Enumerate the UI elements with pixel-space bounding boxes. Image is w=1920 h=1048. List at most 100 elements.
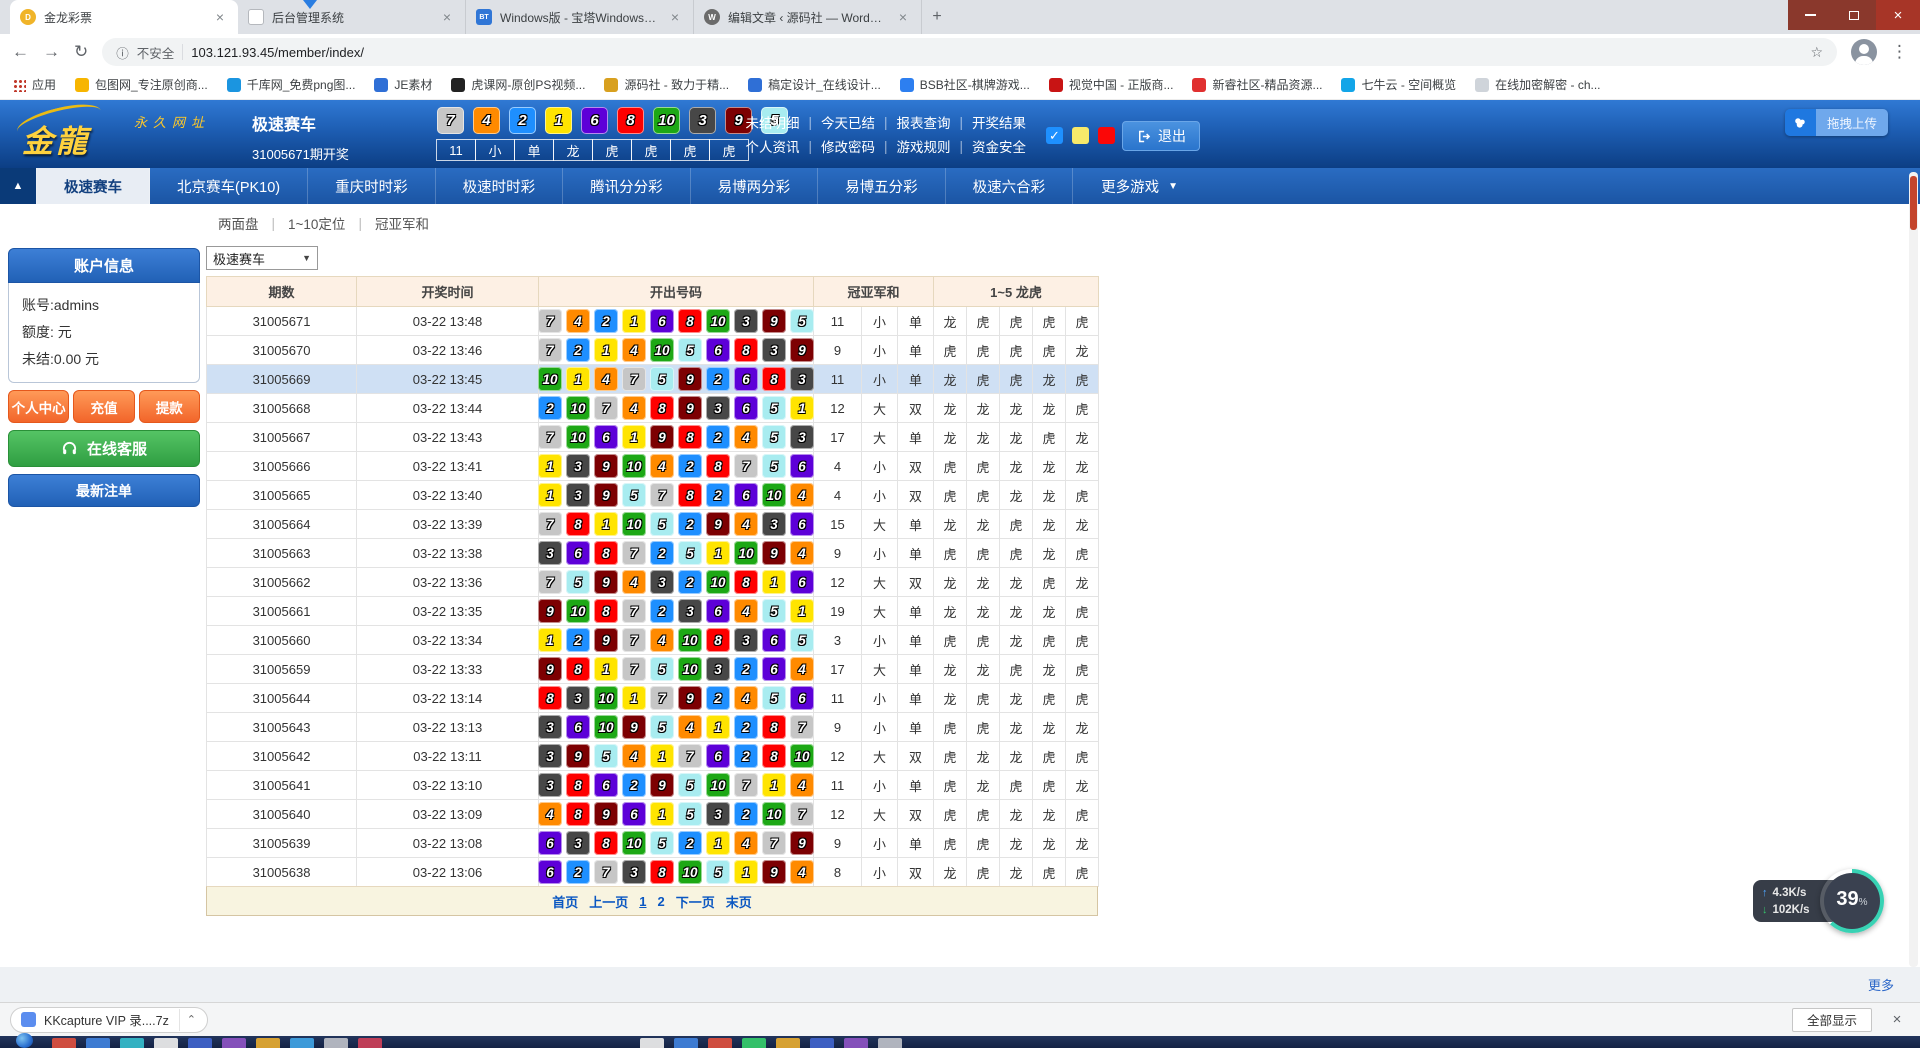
- bookmark-item[interactable]: 新睿社区-精品资源...: [1192, 76, 1322, 93]
- result-row[interactable]: 31005640 03-22 13:09 4 8 9 6 1 5 3 2 10 7 12 大双虎虎龙龙虎: [206, 799, 1100, 829]
- download-item[interactable]: KKcapture VIP 录....7z ⌃: [10, 1006, 208, 1033]
- result-row[interactable]: 31005665 03-22 13:40 1 3 9 5 7 8 2 6 10 4 4 小双虎虎龙龙虎: [206, 480, 1100, 510]
- bookmark-item[interactable]: BSB社区-棋牌游戏...: [899, 76, 1030, 93]
- pagination-link[interactable]: 末页: [725, 894, 752, 910]
- yellow-checkbox[interactable]: [1072, 127, 1089, 144]
- menu-top-link-2[interactable]: 今天已结: [820, 116, 875, 131]
- result-row[interactable]: 31005667 03-22 13:43 7 10 6 1 9 8 2 4 5 3 17 大单龙龙龙虎龙: [206, 422, 1100, 452]
- result-row[interactable]: 31005668 03-22 13:44 2 10 7 4 8 9 3 6 5 1 12 大双龙龙龙龙虎: [206, 393, 1100, 423]
- url-text[interactable]: 103.121.93.45/member/index/: [191, 44, 365, 60]
- latest-orders-button[interactable]: 最新注单: [8, 474, 200, 507]
- menu-bottom-link-1[interactable]: 个人资讯: [745, 140, 800, 155]
- taskbar-app-icon[interactable]: [86, 1038, 110, 1048]
- site-logo[interactable]: 金龍 永久网址: [14, 97, 256, 164]
- result-row[interactable]: 31005643 03-22 13:13 3 6 10 9 5 4 1 2 8 7 9 小单虎虎龙龙龙: [206, 712, 1100, 742]
- blue-checkbox[interactable]: ✓: [1046, 127, 1063, 144]
- taskbar-app-icon[interactable]: [878, 1038, 902, 1048]
- result-row[interactable]: 31005638 03-22 13:06 6 2 7 3 8 10 5 1 9 4 8 小双龙虎龙虎虎: [206, 857, 1100, 887]
- bookmark-star-icon[interactable]: ☆: [1810, 43, 1823, 60]
- game-tab-4[interactable]: 极速时时彩: [436, 168, 564, 204]
- result-row[interactable]: 31005664 03-22 13:39 7 8 1 10 5 2 9 4 3 6 15 大单龙龙虎龙龙: [206, 509, 1100, 539]
- tab-close-icon[interactable]: ×: [898, 9, 908, 25]
- sidebar-action-1[interactable]: 个人中心: [8, 390, 70, 423]
- taskbar-app-icon[interactable]: [290, 1038, 314, 1048]
- game-tab-5[interactable]: 腾讯分分彩: [563, 168, 691, 204]
- scrollbar-thumb[interactable]: [1910, 176, 1917, 230]
- bookmark-item[interactable]: 在线加密解密 - ch...: [1475, 76, 1601, 93]
- chevron-up-icon[interactable]: ⌃: [178, 1008, 203, 1031]
- bookmark-item[interactable]: 千库网_免费png图...: [226, 76, 355, 93]
- game-tab-2[interactable]: 北京赛车(PK10): [150, 168, 309, 204]
- game-tab-1[interactable]: 极速赛车: [36, 168, 150, 204]
- result-row[interactable]: 31005644 03-22 13:14 8 3 10 1 7 9 2 4 5 6 11 小单龙虎龙虎虎: [206, 683, 1100, 713]
- pagination-link[interactable]: 首页: [552, 894, 579, 910]
- menu-bottom-link-2[interactable]: 修改密码: [820, 140, 875, 155]
- result-row[interactable]: 31005666 03-22 13:41 1 3 9 10 4 2 8 7 5 6 4 小双虎虎龙龙龙: [206, 451, 1100, 481]
- more-link[interactable]: 更多: [1867, 978, 1894, 993]
- result-row[interactable]: 31005641 03-22 13:10 3 8 6 2 9 5 10 7 1 4 11 小单虎龙虎虎龙: [206, 770, 1100, 800]
- drag-upload-button[interactable]: 拖拽上传: [1784, 109, 1888, 136]
- menu-bottom-link-4[interactable]: 资金安全: [972, 140, 1026, 155]
- maximize-button[interactable]: [1832, 0, 1876, 30]
- address-bar[interactable]: ⓘ 不安全 103.121.93.45/member/index/ ☆: [102, 38, 1837, 66]
- browser-tab[interactable]: 后台管理系统 ×: [238, 0, 466, 34]
- bookmark-item[interactable]: 应用: [12, 76, 56, 93]
- windows-taskbar[interactable]: [0, 1033, 1920, 1048]
- new-tab-button[interactable]: +: [932, 8, 942, 25]
- result-row[interactable]: 31005639 03-22 13:08 6 3 8 10 5 2 1 4 7 9 9 小单虎虎龙龙龙: [206, 828, 1100, 858]
- bookmark-item[interactable]: 虎课网-原创PS视频...: [451, 76, 585, 93]
- more-games-menu[interactable]: 更多游戏 ▼: [1073, 168, 1206, 204]
- bookmark-item[interactable]: 视觉中国 - 正版商...: [1048, 76, 1173, 93]
- result-row[interactable]: 31005670 03-22 13:46 7 2 1 4 10 5 6 8 3 9 9 小单虎虎虎虎龙: [206, 335, 1100, 365]
- logout-button[interactable]: 退出: [1122, 121, 1200, 151]
- menu-top-link-1[interactable]: 未结明细: [745, 116, 800, 131]
- menu-bottom-link-3[interactable]: 游戏规则: [896, 140, 951, 155]
- taskbar-app-icon[interactable]: [188, 1038, 212, 1048]
- taskbar-app-icon[interactable]: [52, 1038, 76, 1048]
- taskbar-app-icon[interactable]: [120, 1038, 144, 1048]
- bookmark-item[interactable]: 稿定设计_在线设计...: [748, 76, 881, 93]
- taskbar-app-icon[interactable]: [776, 1038, 800, 1048]
- taskbar-app-icon[interactable]: [810, 1038, 834, 1048]
- sidebar-action-3[interactable]: 提款: [138, 390, 200, 423]
- taskbar-app-icon[interactable]: [844, 1038, 868, 1048]
- taskbar-app-icon[interactable]: [154, 1038, 178, 1048]
- result-row[interactable]: 31005642 03-22 13:11 3 9 5 4 1 7 6 2 8 10 12 大双虎龙龙虎虎: [206, 741, 1100, 771]
- red-checkbox[interactable]: [1098, 127, 1115, 144]
- result-row[interactable]: 31005661 03-22 13:35 9 10 8 7 2 3 6 4 5 1 19 大单龙龙龙龙虎: [206, 596, 1100, 626]
- forward-button[interactable]: →: [43, 42, 60, 61]
- taskbar-app-icon[interactable]: [640, 1038, 664, 1048]
- back-button[interactable]: ←: [12, 42, 29, 61]
- tab-close-icon[interactable]: ×: [670, 9, 680, 25]
- sidebar-action-2[interactable]: 充值: [73, 390, 135, 423]
- pagination-link[interactable]: 上一页: [589, 894, 629, 910]
- result-row[interactable]: 31005671 03-22 13:48 7 4 2 1 6 8 10 3 9 5 11 小单龙虎虎虎虎: [206, 306, 1100, 336]
- taskbar-app-icon[interactable]: [358, 1038, 382, 1048]
- tab-close-icon[interactable]: ×: [215, 9, 225, 25]
- game-tab-3[interactable]: 重庆时时彩: [308, 168, 436, 204]
- result-row[interactable]: 31005663 03-22 13:38 3 6 8 7 2 5 1 10 9 4 9 小单虎虎虎龙虎: [206, 538, 1100, 568]
- subnav-link-3[interactable]: 冠亚军和: [374, 217, 429, 232]
- pagination-link[interactable]: 1: [639, 893, 647, 909]
- reload-button[interactable]: ↻: [74, 42, 89, 61]
- game-select-dropdown[interactable]: 极速赛车 ▼: [206, 246, 318, 270]
- close-download-bar-icon[interactable]: ×: [1892, 1011, 1902, 1028]
- taskbar-app-icon[interactable]: [222, 1038, 246, 1048]
- bookmark-item[interactable]: 源码社 - 致力于精...: [604, 76, 729, 93]
- taskbar-app-icon[interactable]: [256, 1038, 280, 1048]
- result-row[interactable]: 31005669 03-22 13:45 10 1 4 7 5 9 2 6 8 3 11 小单龙虎虎龙虎: [206, 364, 1100, 394]
- tab-close-icon[interactable]: ×: [442, 9, 452, 25]
- bookmark-item[interactable]: 包图网_专注原创商...: [75, 76, 208, 93]
- show-all-downloads-button[interactable]: 全部显示: [1791, 1007, 1872, 1032]
- collapse-arrow-icon[interactable]: ▲: [0, 168, 36, 204]
- start-button[interactable]: [16, 1033, 33, 1048]
- result-row[interactable]: 31005659 03-22 13:33 9 8 1 7 5 10 3 2 6 4 17 大单龙龙虎龙虎: [206, 654, 1100, 684]
- browser-tab[interactable]: D 金龙彩票 ×: [10, 0, 238, 34]
- taskbar-app-icon[interactable]: [742, 1038, 766, 1048]
- menu-top-link-3[interactable]: 报表查询: [896, 116, 951, 131]
- vertical-scrollbar[interactable]: [1909, 172, 1918, 967]
- taskbar-app-icon[interactable]: [708, 1038, 732, 1048]
- browser-tab[interactable]: BT Windows版 - 宝塔Windows面板 ×: [466, 0, 694, 34]
- online-service-button[interactable]: 在线客服: [8, 430, 200, 467]
- bookmark-item[interactable]: JE素材: [374, 76, 432, 93]
